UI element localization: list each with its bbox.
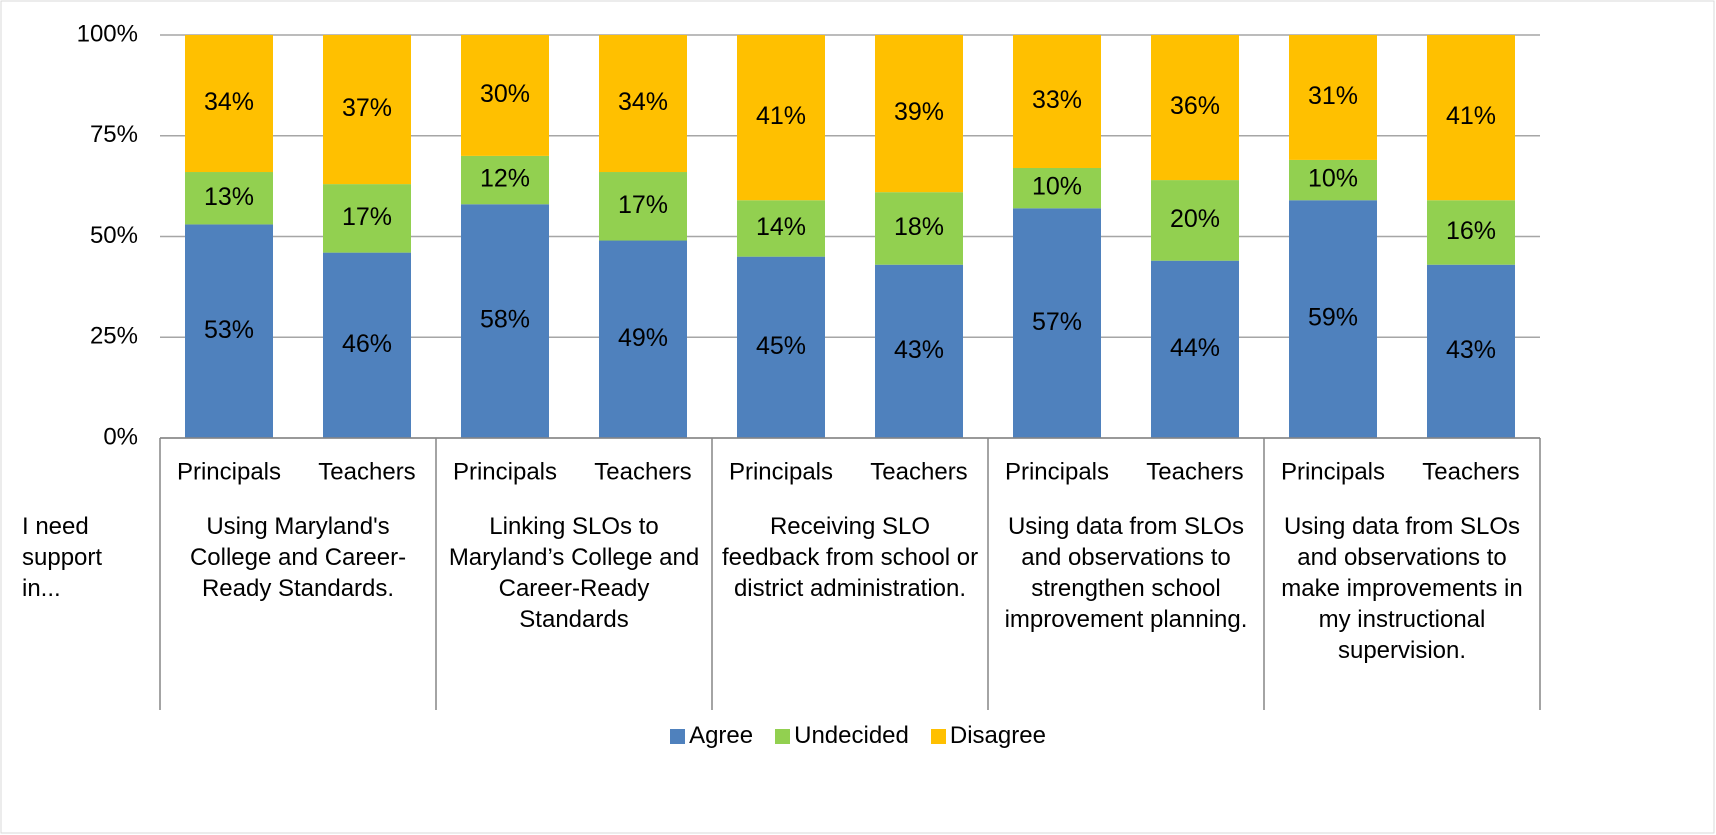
bar-segment — [737, 256, 825, 438]
bar-segment — [185, 224, 273, 438]
legend-swatch — [670, 728, 686, 744]
bar-segment — [185, 35, 273, 173]
legend-label: Agree — [689, 722, 754, 749]
bar-segment — [1013, 208, 1101, 438]
bar-segment — [323, 252, 411, 438]
value-label: 17% — [342, 203, 392, 231]
bar-segment — [1151, 260, 1239, 438]
value-label: 36% — [1170, 92, 1220, 120]
value-label: 17% — [618, 191, 668, 219]
value-label: 37% — [342, 94, 392, 122]
x-tick-label: Principals — [729, 458, 833, 485]
group-label: Using data from SLOs and observations to… — [1281, 513, 1523, 664]
bar-segment — [1427, 264, 1515, 438]
value-label: 14% — [756, 213, 806, 241]
bar-segment — [1013, 167, 1101, 209]
x-tick-label: Principals — [1281, 458, 1385, 485]
value-label: 59% — [1308, 304, 1358, 332]
bar-segment — [323, 184, 411, 253]
bar-segment — [875, 264, 963, 438]
value-label: 46% — [342, 330, 392, 358]
value-label: 44% — [1170, 334, 1220, 362]
value-label: 33% — [1032, 86, 1082, 114]
value-label: 12% — [480, 165, 530, 193]
x-tick-label: Teachers — [318, 458, 415, 485]
y-tick-label: 50% — [90, 222, 138, 249]
x-tick-label: Principals — [1005, 458, 1109, 485]
bar-segment — [1013, 35, 1101, 168]
y-tick-label: 100% — [77, 20, 138, 47]
value-label: 49% — [618, 324, 668, 352]
bar-segment — [1427, 200, 1515, 265]
value-label: 34% — [618, 88, 668, 116]
legend-item: Undecided — [775, 722, 909, 750]
value-label: 34% — [204, 88, 254, 116]
y-tick-label: 25% — [90, 323, 138, 350]
value-label: 53% — [204, 316, 254, 344]
bar-segment — [461, 155, 549, 205]
bar-segment — [461, 204, 549, 438]
value-label: 10% — [1308, 165, 1358, 193]
legend-item: Disagree — [930, 722, 1046, 750]
value-label: 41% — [756, 102, 806, 130]
x-tick-label: Principals — [453, 458, 557, 485]
bar-segment — [1289, 159, 1377, 201]
legend-label: Disagree — [949, 722, 1046, 749]
bar-segment — [1427, 35, 1515, 201]
bar-segment — [599, 35, 687, 173]
legend: Agree Undecided Disagree — [0, 722, 1716, 750]
group-label: Using Maryland's College and Career-Read… — [189, 513, 407, 602]
bar-segment — [1289, 200, 1377, 438]
value-label: 16% — [1446, 217, 1496, 245]
y-tick-label: 0% — [103, 423, 138, 450]
legend-label: Undecided — [794, 722, 909, 749]
value-label: 30% — [480, 80, 530, 108]
value-label: 18% — [894, 213, 944, 241]
value-label: 20% — [1170, 205, 1220, 233]
value-label: 41% — [1446, 102, 1496, 130]
bar-segment — [185, 172, 273, 225]
bar-segment — [875, 35, 963, 193]
group-label: Receiving SLO feedback from school or di… — [721, 513, 979, 602]
legend-swatch — [930, 728, 946, 744]
value-label: 43% — [1446, 336, 1496, 364]
y-tick-label: 75% — [90, 121, 138, 148]
bar-segment — [875, 192, 963, 265]
x-tick-label: Teachers — [1422, 458, 1519, 485]
value-label: 58% — [480, 306, 530, 334]
value-label: 45% — [756, 332, 806, 360]
bar-segment — [461, 35, 549, 156]
value-label: 43% — [894, 336, 944, 364]
x-label: I need support in... — [22, 513, 103, 602]
bar-segment — [737, 200, 825, 257]
legend-swatch — [775, 728, 791, 744]
bar-segment — [1289, 35, 1377, 160]
value-label: 39% — [894, 98, 944, 126]
bar-segment — [1151, 180, 1239, 261]
bar-segment — [323, 35, 411, 185]
value-label: 10% — [1032, 173, 1082, 201]
group-label: Linking SLOs to Maryland’s College and C… — [448, 513, 700, 633]
bar-segment — [737, 35, 825, 201]
legend-item: Agree — [670, 722, 753, 750]
value-label: 57% — [1032, 308, 1082, 336]
x-tick-label: Principals — [177, 458, 281, 485]
bar-segment — [599, 172, 687, 241]
value-label: 13% — [204, 183, 254, 211]
x-tick-label: Teachers — [594, 458, 691, 485]
value-label: 31% — [1308, 82, 1358, 110]
group-label: Using data from SLOs and observations to… — [1004, 513, 1248, 633]
bar-segment — [1151, 35, 1239, 181]
x-tick-label: Teachers — [870, 458, 967, 485]
bar-segment — [599, 240, 687, 438]
x-tick-label: Teachers — [1146, 458, 1243, 485]
